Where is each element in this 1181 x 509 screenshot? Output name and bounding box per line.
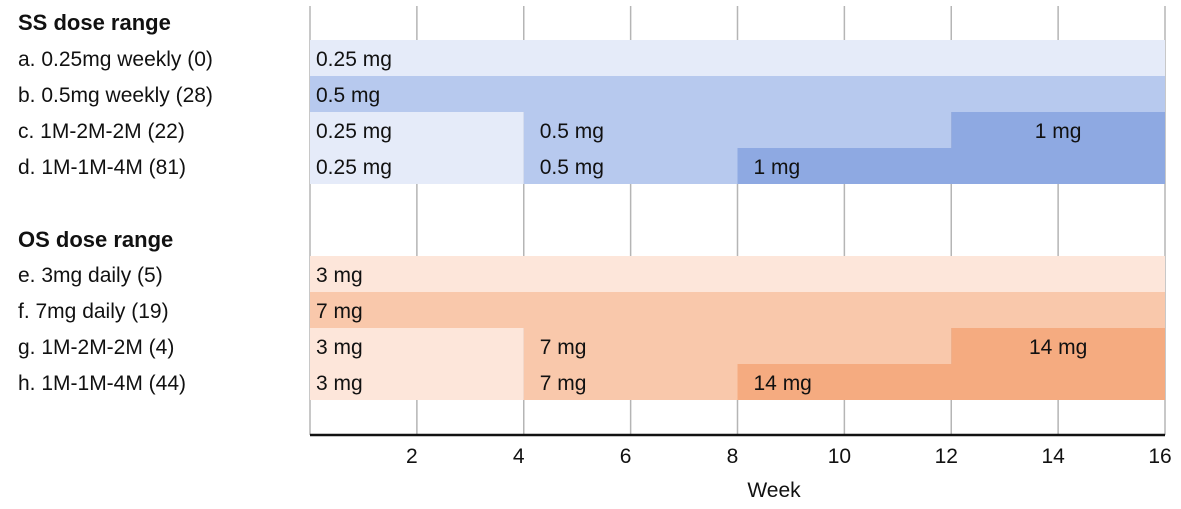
dose-label-1-2-0: 3 mg <box>316 336 363 359</box>
dose-label-1-0-0: 3 mg <box>316 264 363 287</box>
dose-bar-0-0-0 <box>310 40 1165 76</box>
dose-bar-1-3-2 <box>737 364 1165 400</box>
dose-bar-1-3-1 <box>523 364 738 400</box>
dose-bar-1-2-1 <box>523 328 952 364</box>
dose-bar-0-2-2 <box>951 112 1165 148</box>
x-tick-label-6: 14 <box>1041 445 1065 468</box>
x-tick-label-0: 2 <box>406 445 418 468</box>
row-label-0-1: b. 0.5mg weekly (28) <box>18 84 213 107</box>
x-tick-label-7: 16 <box>1148 445 1171 468</box>
dose-bar-0-3-1 <box>523 148 738 184</box>
x-tick-label-4: 10 <box>828 445 851 468</box>
dose-bar-1-2-0 <box>310 328 524 364</box>
dose-bar-0-3-0 <box>310 148 524 184</box>
group-title-1: OS dose range <box>18 227 173 252</box>
dose-bars: 0.25 mg 0.5 mg 0.25 mg 0.5 mg 1 mg 0.25 mg 0.5… <box>310 40 1165 400</box>
dose-label-0-3-1: 0.5 mg <box>540 156 604 179</box>
dose-label-1-2-2: 14 mg <box>1029 336 1087 359</box>
dose-label-0-1-0: 0.5 mg <box>316 84 380 107</box>
dose-bar-0-2-1 <box>523 112 952 148</box>
dose-label-0-0-0: 0.25 mg <box>316 48 392 71</box>
row-label-0-3: d. 1M-1M-4M (81) <box>18 156 186 179</box>
dose-label-1-2-1: 7 mg <box>540 336 587 359</box>
row-label-0-2: c. 1M-2M-2M (22) <box>18 120 185 143</box>
dose-label-0-3-2: 1 mg <box>754 156 801 179</box>
dose-label-1-3-2: 14 mg <box>754 372 812 395</box>
row-label-1-2: g. 1M-2M-2M (4) <box>18 336 174 359</box>
x-axis-title: Week <box>747 479 801 502</box>
dose-label-1-3-0: 3 mg <box>316 372 363 395</box>
row-label-1-1: f. 7mg daily (19) <box>18 300 169 323</box>
dose-label-0-2-2: 1 mg <box>1035 120 1082 143</box>
dose-bar-1-2-2 <box>951 328 1165 364</box>
dose-bar-1-0-0 <box>310 256 1165 292</box>
dose-label-0-2-0: 0.25 mg <box>316 120 392 143</box>
x-tick-label-3: 8 <box>727 445 739 468</box>
dose-label-0-2-1: 0.5 mg <box>540 120 604 143</box>
x-tick-label-5: 12 <box>935 445 958 468</box>
dose-label-0-3-0: 0.25 mg <box>316 156 392 179</box>
x-tick-label-2: 6 <box>620 445 632 468</box>
dose-bar-0-1-0 <box>310 76 1165 112</box>
row-label-0-0: a. 0.25mg weekly (0) <box>18 48 213 71</box>
dose-bar-1-3-0 <box>310 364 524 400</box>
dose-label-1-3-1: 7 mg <box>540 372 587 395</box>
dose-bar-0-3-2 <box>737 148 1165 184</box>
group-title-0: SS dose range <box>18 10 171 35</box>
row-label-1-0: e. 3mg daily (5) <box>18 264 163 287</box>
x-tick-label-1: 4 <box>513 445 525 468</box>
dose-label-1-1-0: 7 mg <box>316 300 363 323</box>
x-axis: 2 4 6 8 10 12 14 16 Week <box>310 433 1172 502</box>
row-labels: SS dose range a. 0.25mg weekly (0) b. 0.5m… <box>18 10 213 395</box>
row-label-1-3: h. 1M-1M-4M (44) <box>18 372 186 395</box>
dose-bar-0-2-0 <box>310 112 524 148</box>
dose-bar-1-1-0 <box>310 292 1165 328</box>
